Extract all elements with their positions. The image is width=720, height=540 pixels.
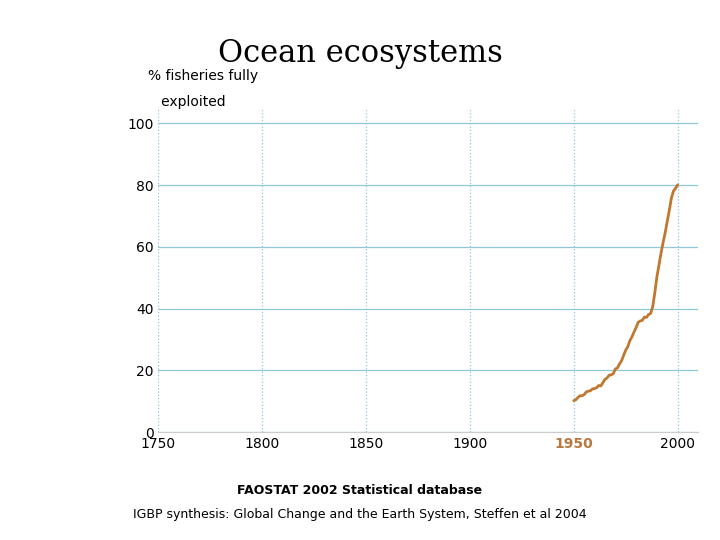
Text: IGBP synthesis: Global Change and the Earth System, Steffen et al 2004: IGBP synthesis: Global Change and the Ea… (133, 508, 587, 522)
Text: Ocean ecosystems: Ocean ecosystems (217, 38, 503, 69)
Text: % fisheries fully: % fisheries fully (148, 69, 258, 83)
Text: exploited: exploited (148, 95, 225, 109)
Text: FAOSTAT 2002 Statistical database: FAOSTAT 2002 Statistical database (238, 484, 482, 497)
